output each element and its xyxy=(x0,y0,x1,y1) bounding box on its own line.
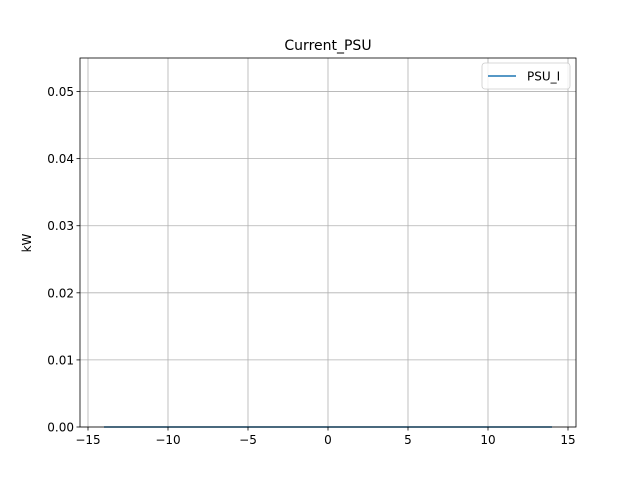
y-tick-label: 0.02 xyxy=(47,286,74,300)
x-tick-label: 10 xyxy=(480,433,495,447)
x-tick-label: −5 xyxy=(239,433,257,447)
legend-box xyxy=(481,62,571,90)
y-tick-label: 0.05 xyxy=(47,85,74,99)
x-tick-label: −10 xyxy=(155,433,180,447)
y-tick-label: 0.00 xyxy=(47,421,74,435)
y-tick-label: 0.01 xyxy=(47,353,74,367)
x-tick-label: 0 xyxy=(324,433,332,447)
y-axis-label: kW xyxy=(20,233,34,252)
x-tick-label: 15 xyxy=(560,433,575,447)
x-tick-label: 5 xyxy=(404,433,412,447)
y-tick-label: 0.04 xyxy=(47,152,74,166)
x-tick-label: −15 xyxy=(75,433,100,447)
y-tick-label: 0.03 xyxy=(47,219,74,233)
legend: PSU_I xyxy=(481,62,571,90)
chart-title: Current_PSU xyxy=(284,38,371,54)
ticks: −15 −10 −5 0 5 10 15 0.00 0.01 0.02 0.03 0.04 0.05 xyxy=(47,85,575,447)
legend-label: PSU_I xyxy=(527,70,560,84)
